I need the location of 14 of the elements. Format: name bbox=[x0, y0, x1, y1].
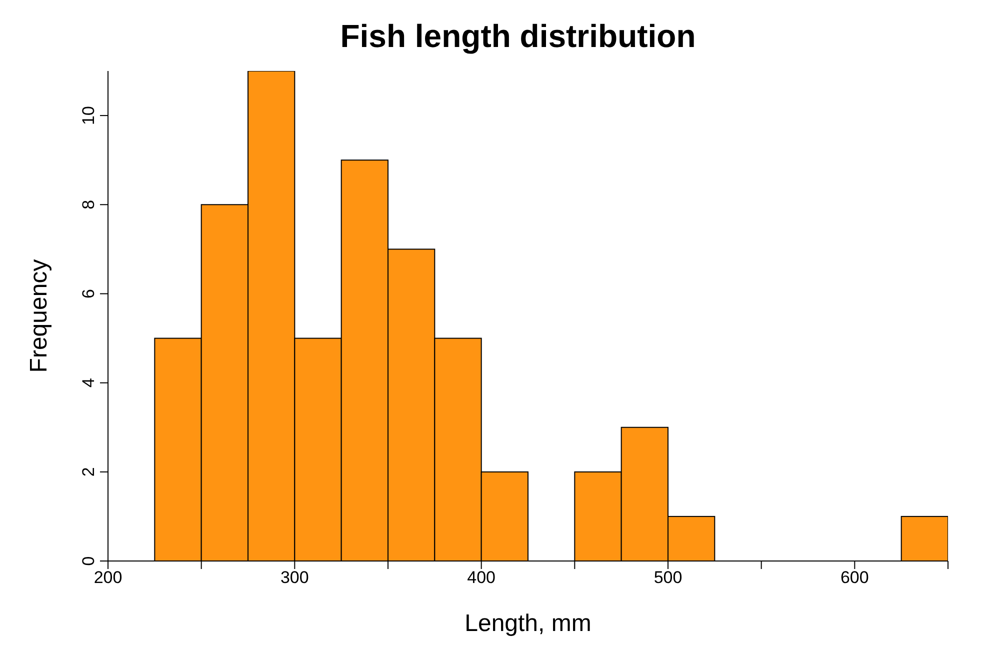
y-tick-label: 6 bbox=[79, 288, 98, 298]
x-tick-label: 300 bbox=[280, 568, 309, 588]
y-tick-label: 2 bbox=[79, 467, 98, 477]
y-tick-label: 4 bbox=[79, 378, 98, 388]
chart-title: Fish length distribution bbox=[339, 18, 697, 55]
y-axis-title: Frequency bbox=[26, 259, 53, 373]
y-tick-label: 0 bbox=[79, 556, 98, 566]
y-tick-label: 10 bbox=[79, 106, 98, 126]
x-tick-label: 500 bbox=[654, 568, 682, 588]
x-tick-label: 200 bbox=[94, 568, 122, 588]
y-tick-label: 8 bbox=[79, 200, 98, 210]
x-tick-label: 400 bbox=[467, 568, 496, 588]
x-tick-label: 600 bbox=[840, 568, 869, 588]
x-axis-title: Length, mm bbox=[464, 610, 592, 637]
